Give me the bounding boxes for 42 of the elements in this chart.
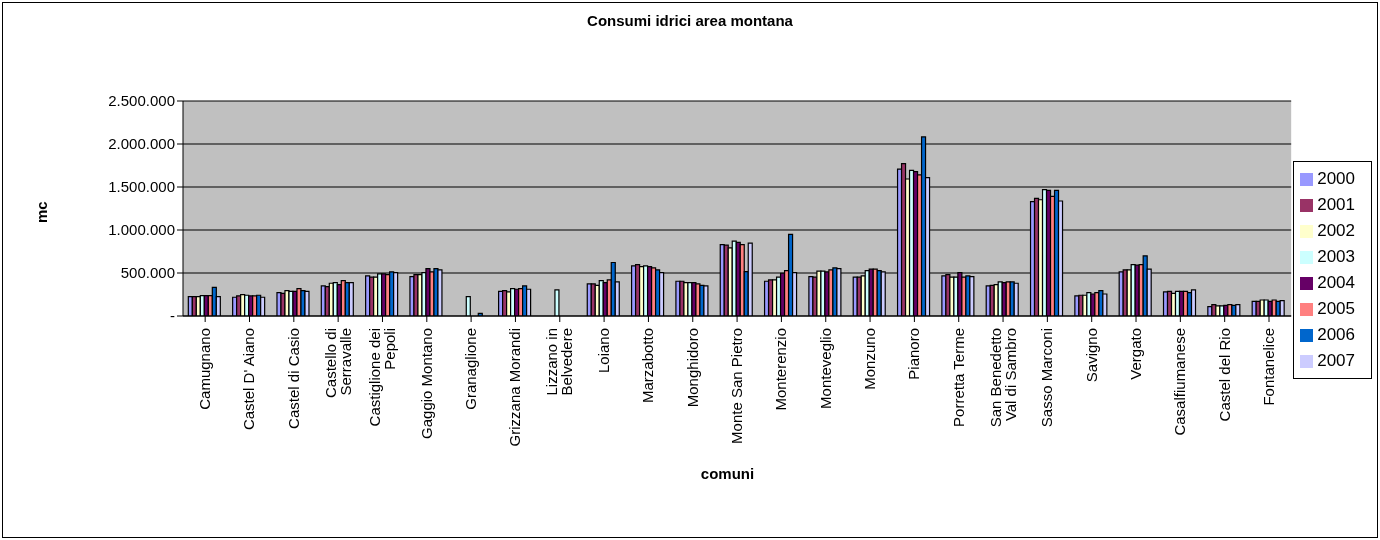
x-tick-label: Vergato <box>1127 328 1145 380</box>
x-tick-label: Marzabotto <box>639 328 657 404</box>
y-tick-label: 1.000.000 <box>108 221 175 239</box>
x-tick-label: Casalfiumanese <box>1171 328 1189 436</box>
x-tick-label: Pianoro <box>905 328 923 380</box>
x-tick-label: Monteveglio <box>816 328 834 409</box>
x-tick-label: Monghidoro <box>683 328 701 408</box>
x-tick-label: San Benedetto Val di Sambro <box>986 328 1019 428</box>
x-tick-label: Fontanelice <box>1260 328 1278 406</box>
y-tick-label: 2.500.000 <box>108 92 175 110</box>
y-tick-label: - <box>170 307 175 325</box>
x-tick-label: Monterenzio <box>772 328 790 411</box>
x-tick-label: Monzuno <box>861 328 879 390</box>
legend-label: 2004 <box>1317 273 1355 292</box>
y-tick-label: 2.000.000 <box>108 135 175 153</box>
chart-title: Consumi idrici area montana <box>586 12 794 29</box>
x-tick-label: Camugnano <box>196 328 214 410</box>
x-tick-label: Castel del Rio <box>1215 328 1233 422</box>
x-tick-label: Castel di Casio <box>284 328 302 429</box>
x-tick-label: Castel D' Aiano <box>240 328 258 431</box>
y-tick-label: 500.000 <box>120 264 175 282</box>
x-tick-label: Savigno <box>1082 328 1100 383</box>
x-tick-label: Sasso Marconi <box>1038 328 1056 428</box>
y-axis-title: mc <box>33 201 50 223</box>
x-tick-label: Lizzano in Belvedere <box>543 328 576 396</box>
x-tick-label: Loiano <box>595 328 613 374</box>
x-tick-label: Grizzana Morandi <box>506 328 524 447</box>
legend-label: 2001 <box>1317 195 1355 214</box>
legend-label: 2007 <box>1317 351 1355 370</box>
x-tick-label: Porretta Terme <box>949 328 967 427</box>
legend-label: 2006 <box>1317 325 1355 344</box>
x-tick-label: Castello di Serravalle <box>321 328 354 399</box>
x-tick-label: Gaggio Montano <box>417 328 435 439</box>
legend-label: 2005 <box>1317 299 1355 318</box>
legend-label: 2002 <box>1317 221 1355 240</box>
y-tick-label: 1.500.000 <box>108 178 175 196</box>
legend-label: 2003 <box>1317 247 1355 266</box>
legend-label: 2000 <box>1317 169 1355 188</box>
x-axis-title: comuni <box>699 465 756 482</box>
x-tick-label: Castiglione dei Pepoli <box>365 328 398 427</box>
x-tick-label: Monte San Pietro <box>728 328 746 444</box>
x-tick-label: Granaglione <box>462 328 480 410</box>
